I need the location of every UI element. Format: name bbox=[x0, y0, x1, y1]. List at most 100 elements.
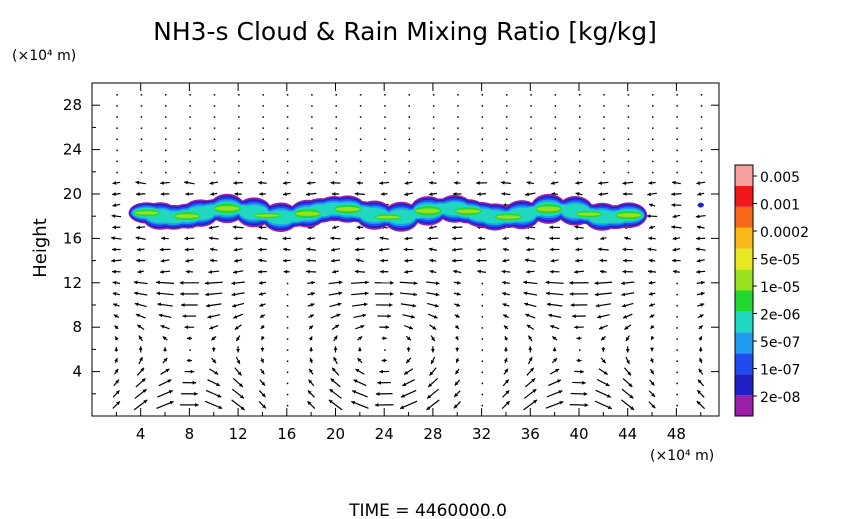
vector-head bbox=[209, 325, 214, 330]
vector-head bbox=[233, 247, 238, 252]
y-unit-label: (×10⁴ m) bbox=[12, 48, 76, 64]
vector-head bbox=[549, 247, 554, 252]
vector-dot bbox=[213, 171, 216, 174]
vector-dot bbox=[578, 160, 581, 163]
vector-dot bbox=[116, 127, 118, 129]
vector-dot bbox=[408, 171, 411, 174]
vector-head bbox=[205, 292, 209, 297]
vector-dot bbox=[481, 116, 484, 118]
vector-head bbox=[584, 403, 589, 408]
vector-head bbox=[427, 236, 432, 241]
vector-head bbox=[525, 192, 529, 197]
vector-dot bbox=[530, 138, 532, 140]
colorbar-label: 1e-05 bbox=[760, 280, 800, 296]
vector-head bbox=[332, 367, 336, 372]
vector-head bbox=[696, 181, 701, 185]
vector-head bbox=[261, 381, 265, 386]
vector-head bbox=[204, 281, 209, 286]
vector-head bbox=[306, 181, 311, 185]
vector-dot bbox=[116, 171, 118, 174]
vector-head bbox=[696, 258, 701, 263]
vector-head bbox=[282, 192, 287, 196]
vector-dot bbox=[554, 105, 557, 107]
vector-head bbox=[605, 382, 610, 386]
colorbar-swatch bbox=[735, 206, 753, 228]
colorbar-swatch bbox=[735, 227, 753, 249]
vector-head bbox=[356, 181, 361, 185]
vector-head bbox=[576, 336, 581, 341]
vector-head bbox=[232, 303, 237, 308]
vector-head bbox=[550, 258, 555, 263]
vector-head bbox=[601, 348, 606, 352]
vector-dot bbox=[457, 171, 459, 174]
vector-head bbox=[306, 269, 310, 274]
vector-dot bbox=[432, 160, 435, 163]
vector-head bbox=[331, 258, 335, 263]
vector-head bbox=[328, 399, 333, 404]
vector-dot bbox=[481, 160, 484, 163]
vector-head bbox=[622, 192, 627, 196]
x-tick-label: 44 bbox=[618, 425, 637, 443]
vector-head bbox=[672, 247, 677, 252]
vector-dot bbox=[578, 171, 581, 174]
vector-head bbox=[364, 291, 369, 296]
vector-head bbox=[259, 314, 264, 318]
vector-head bbox=[233, 270, 237, 274]
vector-dot bbox=[189, 116, 191, 118]
vector-dot bbox=[286, 149, 289, 152]
vector-head bbox=[625, 348, 630, 353]
vector-dot bbox=[530, 171, 532, 174]
x-tick-labels: 4 8 12 16 20 24 28 32 36 40 44 48 bbox=[136, 425, 686, 443]
vector-head bbox=[139, 357, 143, 362]
vector-head bbox=[525, 236, 530, 241]
vector-dot bbox=[554, 127, 557, 129]
vector-head bbox=[216, 382, 220, 386]
vector-dot bbox=[286, 349, 289, 351]
vector-dot bbox=[481, 393, 484, 396]
vector-head bbox=[698, 347, 703, 351]
x-tick-label: 20 bbox=[326, 425, 345, 443]
vector-dot bbox=[116, 160, 118, 163]
vector-dot bbox=[700, 160, 703, 163]
vector-head bbox=[430, 348, 435, 353]
vector-head bbox=[628, 383, 633, 387]
vector-head bbox=[211, 336, 216, 341]
vector-dot bbox=[165, 116, 167, 118]
vector-head bbox=[456, 292, 461, 296]
cloud-isolated-cell bbox=[697, 202, 704, 208]
vector-head bbox=[697, 379, 702, 384]
vector-head bbox=[428, 225, 433, 230]
vector-head bbox=[112, 247, 116, 252]
vector-dot bbox=[384, 349, 386, 351]
vector-head bbox=[533, 399, 538, 404]
vector-head bbox=[258, 258, 263, 263]
cloud-blob bbox=[375, 215, 400, 219]
vector-head bbox=[209, 181, 214, 185]
vector-dot bbox=[359, 171, 362, 174]
vector-head bbox=[112, 192, 116, 196]
vector-head bbox=[114, 325, 119, 330]
vector-dot bbox=[457, 116, 459, 118]
vector-dot bbox=[408, 127, 411, 129]
vector-dot bbox=[505, 116, 508, 118]
vector-head bbox=[135, 313, 140, 318]
vector-head bbox=[209, 247, 214, 252]
vector-dot bbox=[578, 127, 581, 129]
vector-head bbox=[389, 292, 394, 296]
vector-head bbox=[555, 369, 560, 373]
vector-head bbox=[404, 181, 409, 185]
vector-dot bbox=[481, 171, 484, 174]
vector-head bbox=[375, 391, 380, 396]
vector-head bbox=[552, 336, 557, 341]
vector-head bbox=[572, 314, 576, 319]
vector-head bbox=[558, 390, 563, 394]
vector-head bbox=[353, 379, 358, 384]
vector-head bbox=[307, 236, 311, 241]
vector-dot bbox=[165, 171, 167, 174]
vector-head bbox=[135, 180, 140, 185]
vector-dot bbox=[676, 382, 678, 385]
vector-head bbox=[330, 378, 335, 383]
vector-head bbox=[374, 403, 379, 407]
vector-head bbox=[208, 225, 213, 230]
vector-head bbox=[523, 280, 528, 285]
